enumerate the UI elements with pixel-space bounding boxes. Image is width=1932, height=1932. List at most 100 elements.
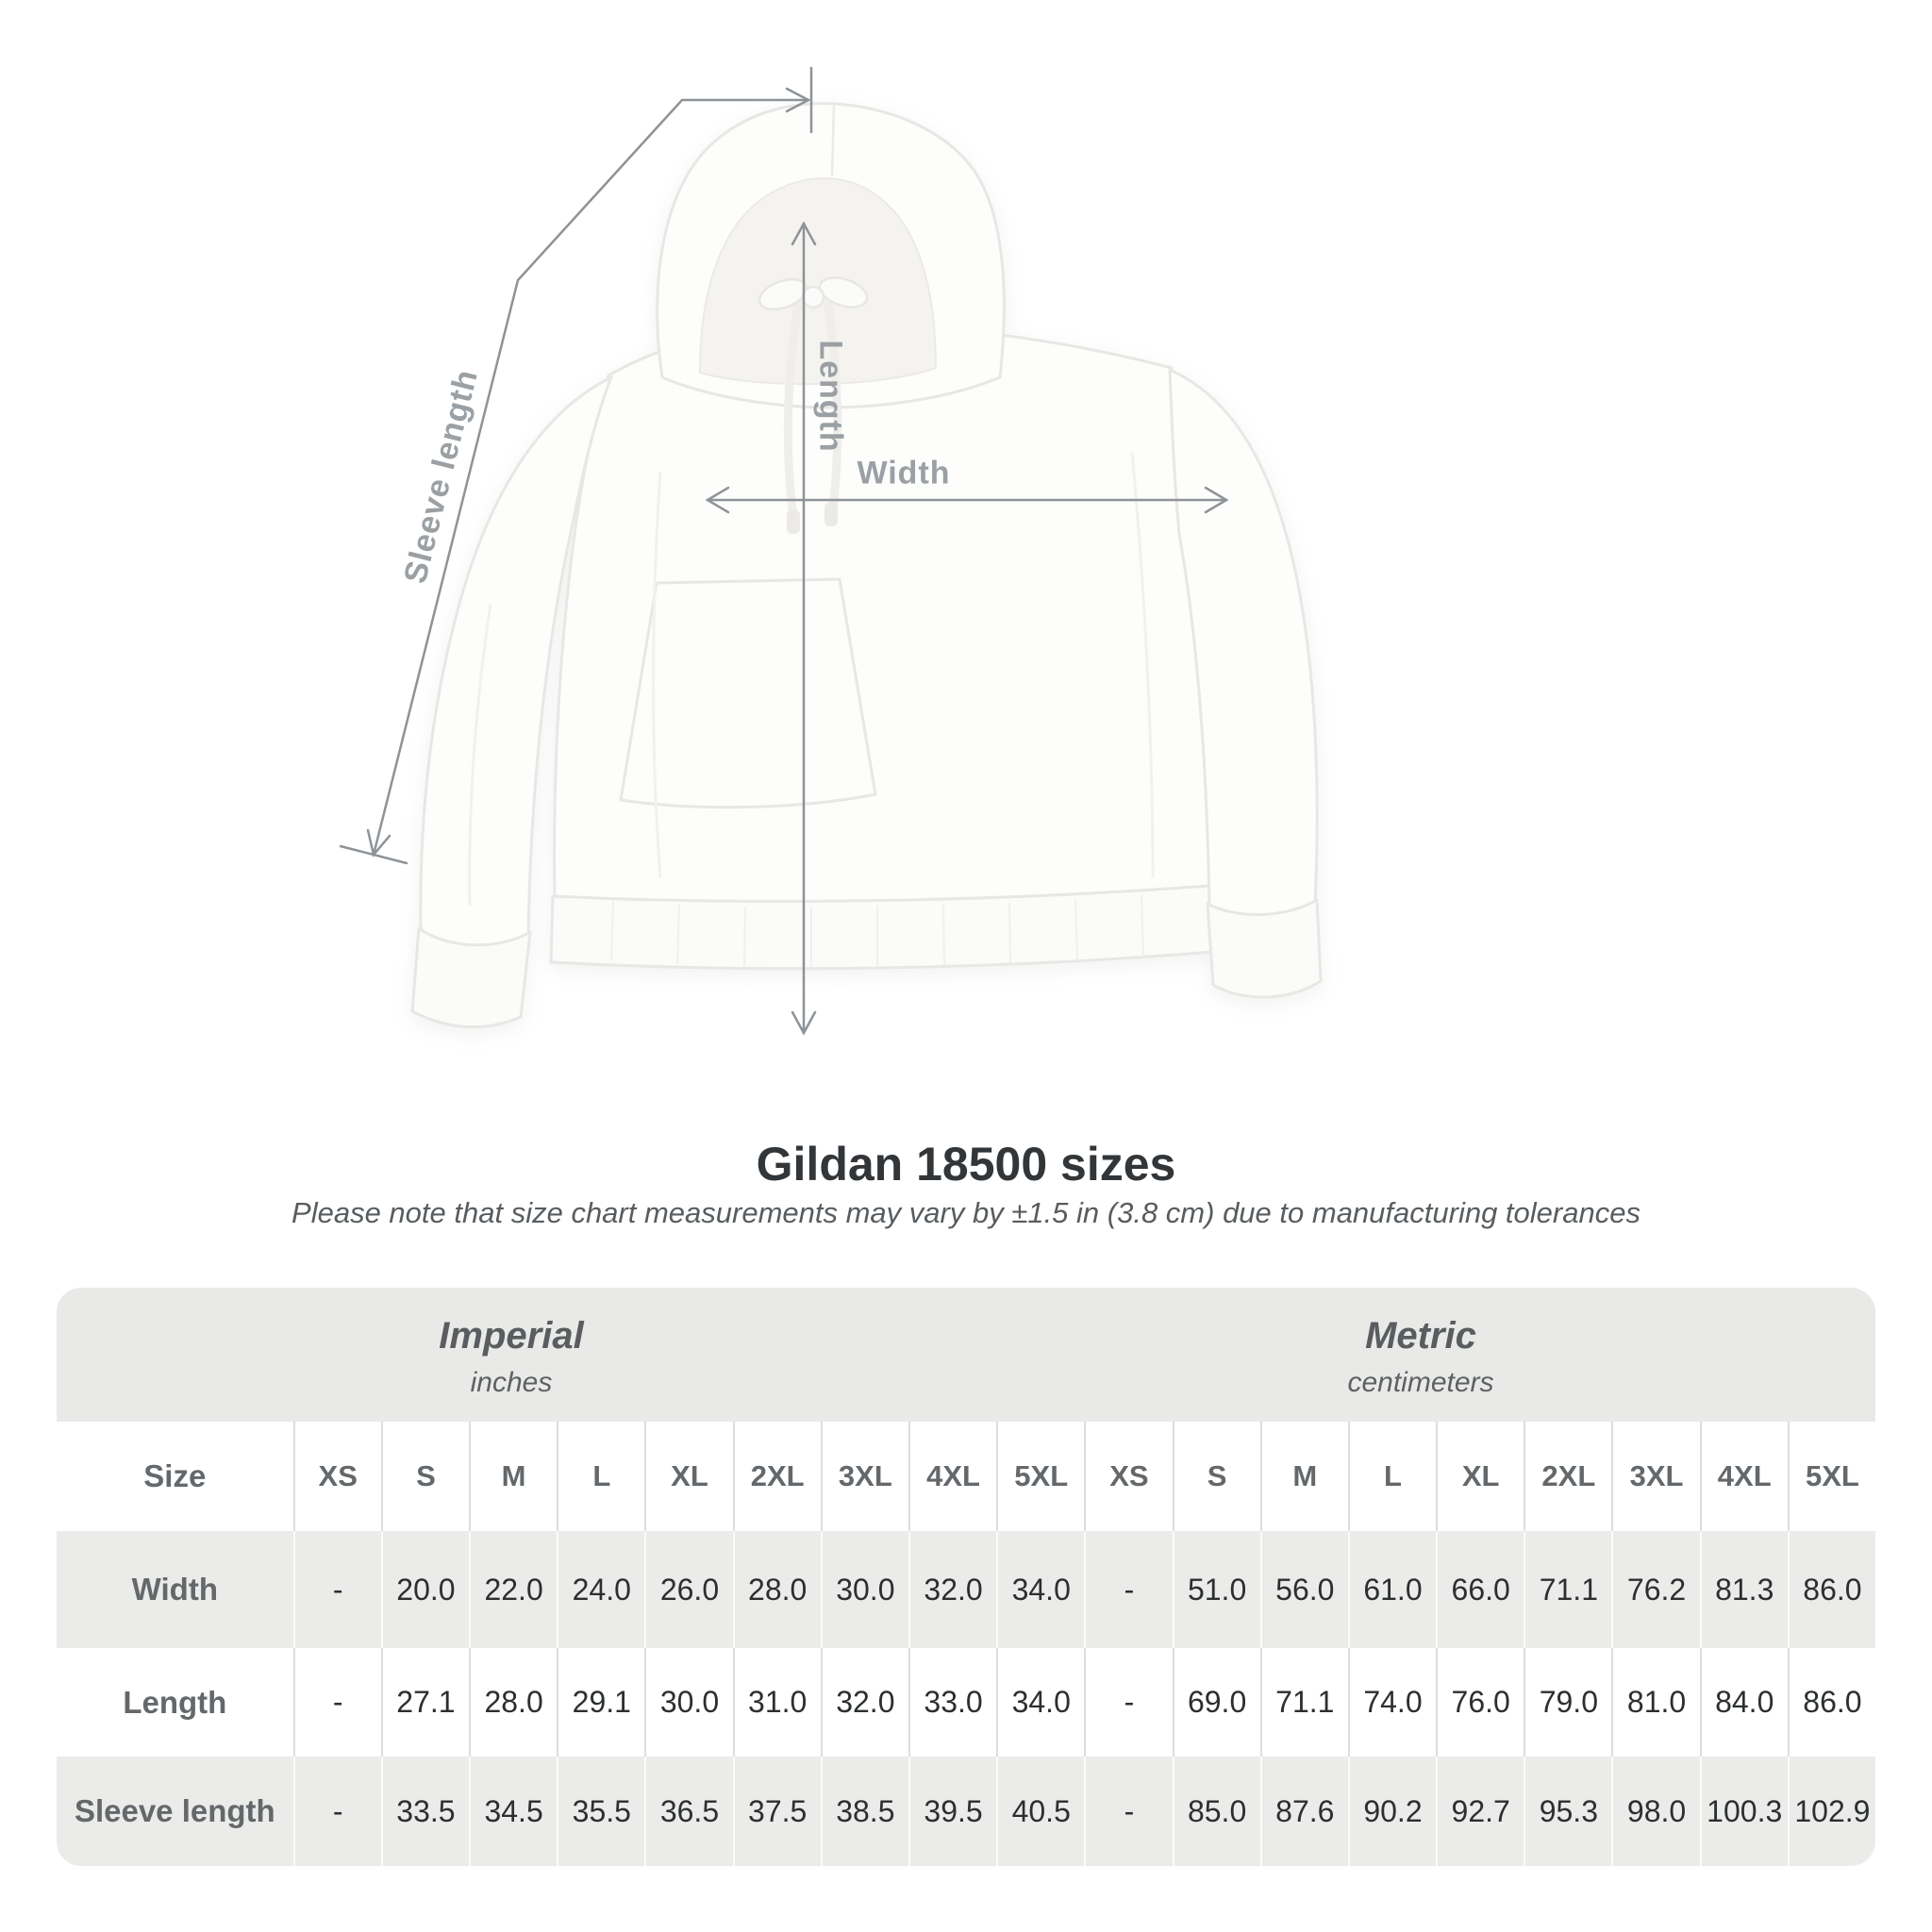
length-value: 71.1 [1259, 1648, 1348, 1757]
sleeve-value: 95.3 [1524, 1757, 1611, 1866]
size-header: XS [292, 1422, 381, 1531]
sleeve-value: 38.5 [820, 1757, 908, 1866]
size-header: 3XL [820, 1422, 908, 1531]
sleeve-value: 100.3 [1699, 1757, 1788, 1866]
centimeters-label: centimeters [1347, 1366, 1494, 1398]
length-value: 30.0 [644, 1648, 732, 1757]
width-value: 34.0 [996, 1531, 1084, 1648]
sleeve-value: 39.5 [908, 1757, 996, 1866]
length-value: 29.1 [557, 1648, 644, 1757]
sleeve-value: 34.5 [469, 1757, 557, 1866]
hoodie-pocket [619, 577, 877, 809]
sleeve-value: 85.0 [1172, 1757, 1260, 1866]
metric-label: Metric [1365, 1314, 1476, 1357]
sleeve-value: 102.9 [1787, 1757, 1875, 1866]
size-header: XS [1084, 1422, 1172, 1531]
table-header-row: Size XS S M L XL 2XL 3XL 4XL 5XL XS S M … [57, 1422, 1875, 1531]
width-value: 24.0 [557, 1531, 644, 1648]
hoodie-left-cuff [410, 926, 532, 1029]
hood-bow [758, 276, 869, 311]
length-value: 34.0 [996, 1648, 1084, 1757]
length-value: 69.0 [1172, 1648, 1260, 1757]
length-value: 27.1 [380, 1648, 469, 1757]
length-value: 76.0 [1436, 1648, 1524, 1757]
length-value: 28.0 [469, 1648, 557, 1757]
size-table: Imperial inches Metric centimeters Size … [57, 1288, 1875, 1866]
size-header: XL [1436, 1422, 1524, 1531]
size-header: M [1259, 1422, 1348, 1531]
length-value: - [292, 1648, 381, 1757]
width-value: 76.2 [1611, 1531, 1699, 1648]
length-value: 86.0 [1787, 1648, 1875, 1757]
size-header: XL [644, 1422, 732, 1531]
size-header: L [557, 1422, 644, 1531]
width-value: 71.1 [1524, 1531, 1611, 1648]
sleeve-value: 87.6 [1259, 1757, 1348, 1866]
size-header: L [1347, 1422, 1436, 1531]
width-value: 86.0 [1787, 1531, 1875, 1648]
table-row-width: Width - 20.0 22.0 24.0 26.0 28.0 30.0 32… [57, 1531, 1875, 1648]
size-header: 2XL [1524, 1422, 1611, 1531]
imperial-label: Imperial [439, 1314, 584, 1357]
hoodie-illustration [410, 102, 1323, 1029]
measurement-lines [339, 66, 1229, 1036]
size-header: 4XL [1699, 1422, 1788, 1531]
row-label: Sleeve length [74, 1793, 275, 1828]
width-value: 61.0 [1347, 1531, 1436, 1648]
sleeve-value: - [292, 1757, 381, 1866]
hood-opening [699, 177, 937, 386]
size-header: S [380, 1422, 469, 1531]
table-row-length: Length - 27.1 28.0 29.1 30.0 31.0 32.0 3… [57, 1648, 1875, 1757]
imperial-header: Imperial inches [57, 1288, 966, 1422]
length-value: - [1084, 1648, 1172, 1757]
tolerance-note: Please note that size chart measurements… [291, 1196, 1641, 1229]
length-diagram-label: Length [812, 340, 849, 453]
length-value: 31.0 [732, 1648, 821, 1757]
sleeve-value: 40.5 [996, 1757, 1084, 1866]
width-value: 28.0 [732, 1531, 821, 1648]
hoodie-right-cuff [1206, 898, 1323, 999]
width-value: 26.0 [644, 1531, 732, 1648]
metric-header: Metric centimeters [966, 1288, 1875, 1422]
sleeve-value: 98.0 [1611, 1757, 1699, 1866]
length-value: 84.0 [1699, 1648, 1788, 1757]
size-header: S [1172, 1422, 1260, 1531]
length-value: 81.0 [1611, 1648, 1699, 1757]
unit-header-band: Imperial inches Metric centimeters [57, 1288, 1875, 1422]
sleeve-value: 37.5 [732, 1757, 821, 1866]
size-header: 5XL [996, 1422, 1084, 1531]
width-value: 32.0 [908, 1531, 996, 1648]
width-value: 56.0 [1259, 1531, 1348, 1648]
row-label: Length [123, 1684, 227, 1720]
length-value: 33.0 [908, 1648, 996, 1757]
sleeve-value: 92.7 [1436, 1757, 1524, 1866]
page-title: Gildan 18500 sizes [756, 1138, 1176, 1191]
width-value: 30.0 [820, 1531, 908, 1648]
size-header: 5XL [1787, 1422, 1875, 1531]
sleeve-value: 36.5 [644, 1757, 732, 1866]
size-header: 2XL [732, 1422, 821, 1531]
sleeve-value: - [1084, 1757, 1172, 1866]
sleeve-value: 33.5 [380, 1757, 469, 1866]
size-column-header: Size [143, 1458, 207, 1493]
sleeve-value: 35.5 [557, 1757, 644, 1866]
width-value: 20.0 [380, 1531, 469, 1648]
width-value: 51.0 [1172, 1531, 1260, 1648]
length-value: 74.0 [1347, 1648, 1436, 1757]
width-value: 81.3 [1699, 1531, 1788, 1648]
sleeve-value: 90.2 [1347, 1757, 1436, 1866]
width-value: - [292, 1531, 381, 1648]
size-header: 4XL [908, 1422, 996, 1531]
length-value: 79.0 [1524, 1648, 1611, 1757]
hood-drawcords [783, 299, 842, 529]
width-diagram-label: Width [857, 455, 951, 491]
width-value: - [1084, 1531, 1172, 1648]
width-value: 22.0 [469, 1531, 557, 1648]
inches-label: inches [470, 1366, 553, 1398]
size-header: 3XL [1611, 1422, 1699, 1531]
table-row-sleeve-length: Sleeve length - 33.5 34.5 35.5 36.5 37.5… [57, 1757, 1875, 1866]
hoodie-diagram [339, 66, 1323, 1036]
width-value: 66.0 [1436, 1531, 1524, 1648]
length-value: 32.0 [820, 1648, 908, 1757]
